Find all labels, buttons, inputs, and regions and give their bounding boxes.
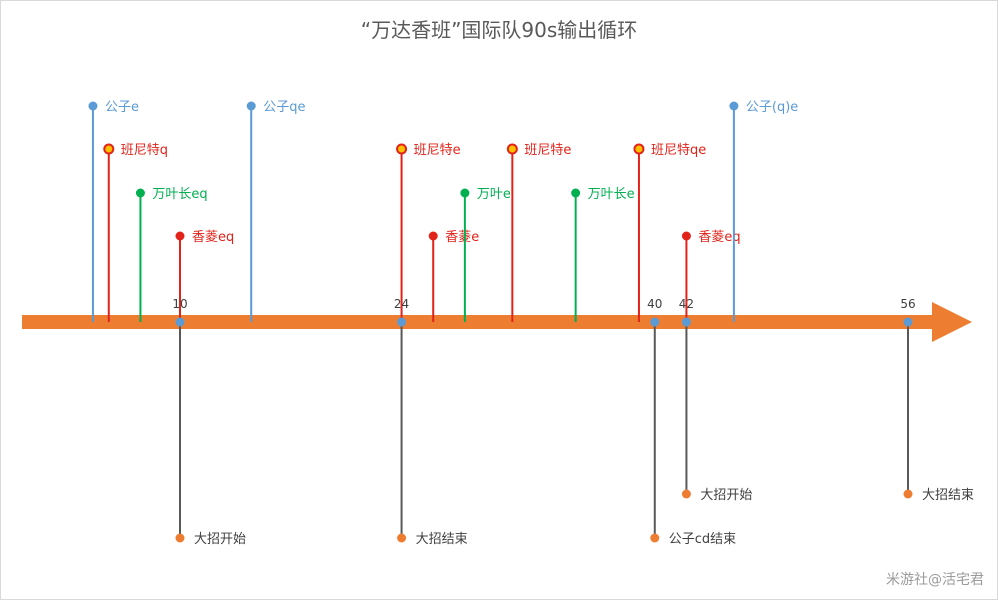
event-label: 万叶e — [477, 187, 511, 202]
axis-tick-marker — [650, 317, 660, 327]
event-marker — [135, 188, 145, 198]
milestone-marker — [397, 533, 407, 543]
event-marker — [175, 231, 185, 241]
event-label: 香菱eq — [698, 230, 740, 245]
timeline-axis — [22, 315, 936, 329]
event-marker — [88, 101, 98, 111]
milestone-marker — [903, 489, 913, 499]
event-marker — [396, 143, 408, 155]
axis-tick-label: 24 — [394, 297, 409, 311]
event-label: 万叶长eq — [152, 187, 207, 202]
event-label: 公子(q)e — [746, 100, 798, 115]
event-marker — [571, 188, 581, 198]
event-label: 班尼特q — [121, 143, 168, 158]
axis-tick-marker — [681, 317, 691, 327]
axis-tick-label: 42 — [679, 297, 694, 311]
event-label: 香菱e — [445, 230, 479, 245]
event-marker — [428, 231, 438, 241]
milestone-label: 大招结束 — [922, 488, 974, 503]
event-label: 万叶长e — [588, 187, 635, 202]
milestone-label: 大招开始 — [700, 488, 752, 503]
watermark: 米游社@活宅君 — [886, 572, 984, 588]
axis-tick-marker — [397, 317, 407, 327]
axis-tick-label: 56 — [900, 297, 915, 311]
event-marker — [460, 188, 470, 198]
event-label: 班尼特e — [524, 143, 571, 158]
event-label: 香菱eq — [192, 230, 234, 245]
chart-title: “万达香班”国际队90s输出循环 — [360, 18, 638, 42]
axis-tick-label: 40 — [647, 297, 662, 311]
axis-tick-marker — [175, 317, 185, 327]
axis-tick-label: 10 — [172, 297, 187, 311]
event-marker — [729, 101, 739, 111]
milestone-marker — [175, 533, 185, 543]
event-marker — [681, 231, 691, 241]
milestone-marker — [650, 533, 660, 543]
event-marker — [246, 101, 256, 111]
event-label: 公子qe — [263, 100, 305, 115]
timeline-arrowhead — [932, 302, 972, 342]
milestone-label: 公子cd结束 — [669, 532, 736, 547]
axis-tick-marker — [903, 317, 913, 327]
milestone-label: 大招开始 — [194, 532, 246, 547]
milestone-marker — [681, 489, 691, 499]
milestone-label: 大招结束 — [416, 532, 468, 547]
event-label: 班尼特e — [414, 143, 461, 158]
event-label: 公子e — [105, 100, 139, 115]
event-marker — [506, 143, 518, 155]
event-marker — [103, 143, 115, 155]
event-label: 班尼特qe — [651, 143, 706, 158]
event-marker — [633, 143, 645, 155]
